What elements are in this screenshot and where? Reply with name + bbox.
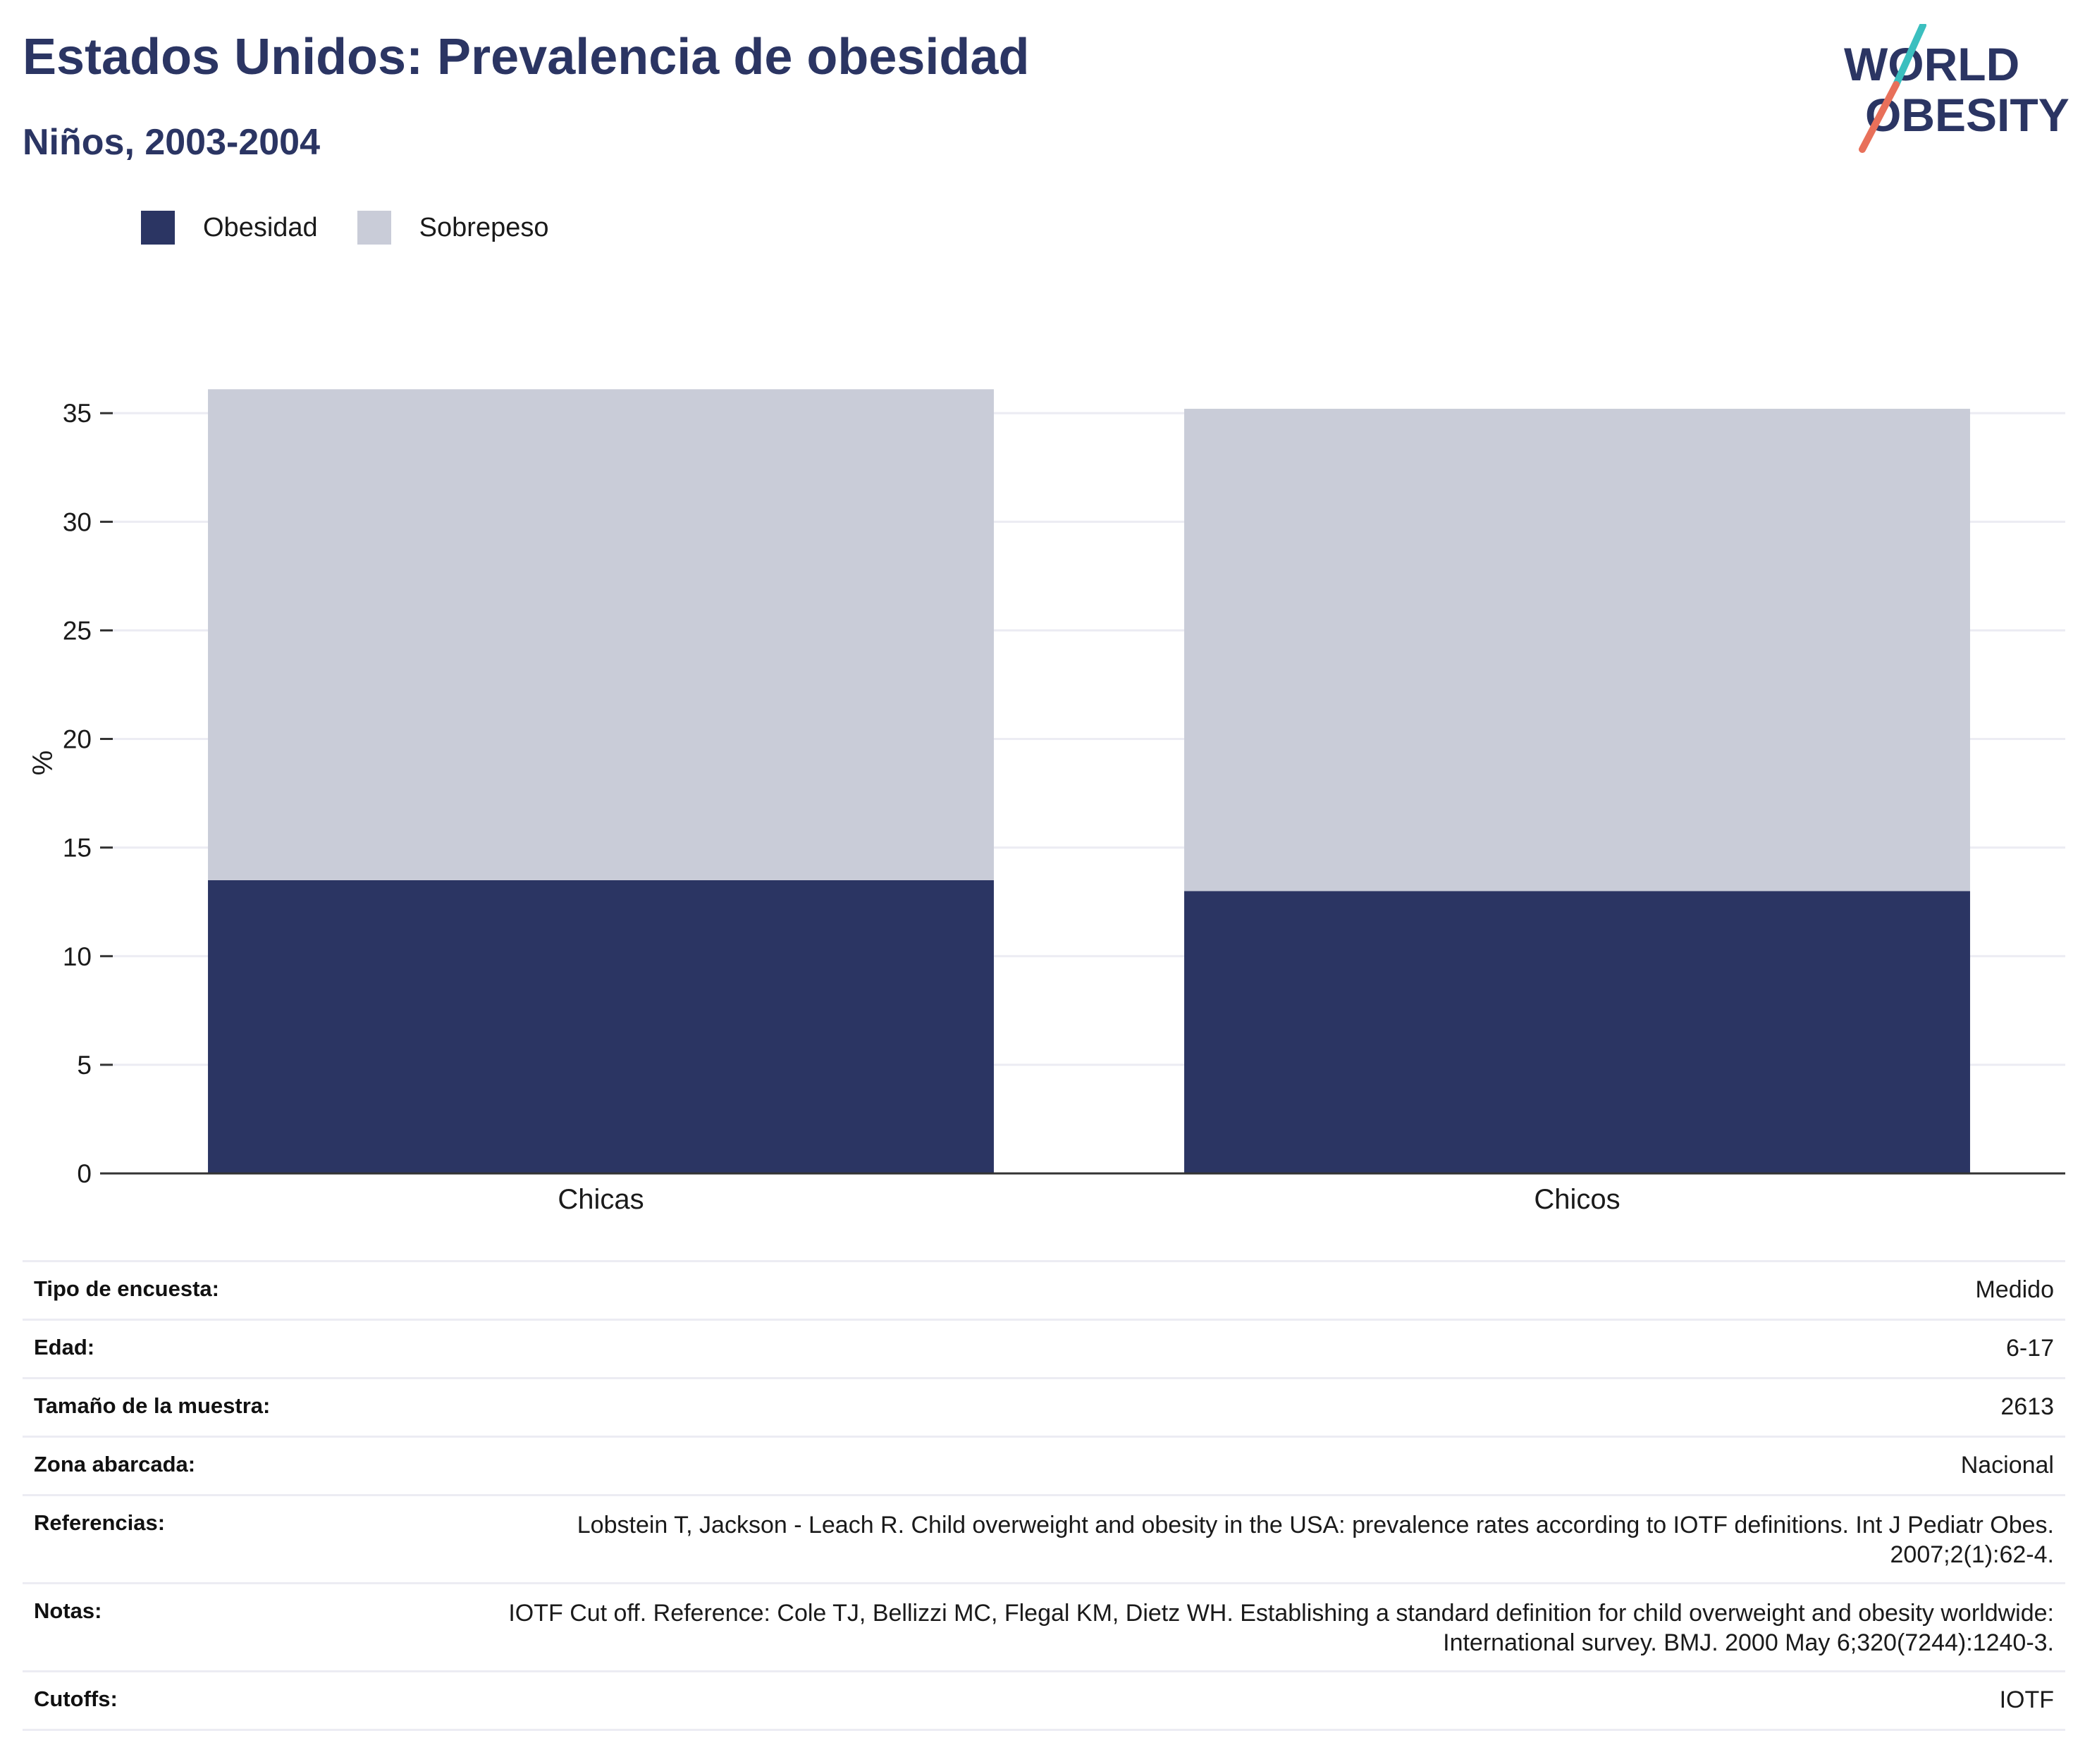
info-label: Zona abarcada:	[34, 1452, 196, 1476]
info-value: 6-17	[2005, 1335, 2054, 1362]
survey-info-table: Tipo de encuesta: Medido Edad: 6-17 Tamaño d…	[23, 1260, 2065, 1731]
info-row: Cutoffs: IOTF	[23, 1672, 2065, 1731]
x-tick-label: Chicos	[1534, 1184, 1620, 1215]
y-tick-label: 15	[63, 834, 92, 863]
chart-subtitle: Niños, 2003-2004	[23, 122, 321, 163]
logo-line-2: OBESITY	[1865, 89, 2069, 141]
info-row: Referencias: Lobstein T, Jackson - Leach …	[23, 1496, 2065, 1584]
info-label: Tipo de encuesta:	[34, 1276, 219, 1301]
info-label: Cutoffs:	[34, 1686, 118, 1711]
legend-swatch-obesidad	[141, 211, 175, 245]
legend-label-obesidad: Obesidad	[203, 212, 318, 242]
y-tick-label: 0	[77, 1159, 92, 1188]
y-axis-label: %	[27, 751, 59, 776]
y-tick-label: 30	[63, 507, 92, 536]
logo-slash-bottom	[1859, 81, 1900, 153]
info-row: Edad: 6-17	[23, 1321, 2065, 1379]
info-value: Nacional	[1960, 1452, 2054, 1479]
bar-obesidad-chicos	[1184, 891, 1970, 1173]
logo-line-1: WORLD	[1844, 38, 2019, 90]
stacked-bar-chart: 0 5 10 15 20 25 30 35% Chicas Chicos	[27, 389, 2065, 1215]
bar-sobrepeso-chicos	[1184, 409, 1970, 892]
info-label: Referencias:	[34, 1510, 166, 1535]
info-label: Edad:	[34, 1335, 95, 1359]
legend-item-obesidad[interactable]: Obesidad	[141, 211, 318, 245]
world-obesity-logo: WORLD OBESITY	[1844, 24, 2069, 153]
info-value: IOTF Cut off. Reference: Cole TJ, Belliz…	[508, 1600, 2054, 1656]
chart-legend: Obesidad Sobrepeso	[141, 208, 588, 247]
info-label: Notas:	[34, 1598, 102, 1623]
bar-sobrepeso-chicas	[208, 389, 994, 880]
y-tick-label: 20	[63, 725, 92, 754]
x-tick-label: Chicas	[558, 1184, 644, 1215]
info-label: Tamaño de la muestra:	[34, 1393, 271, 1418]
y-tick-label: 25	[63, 616, 92, 645]
y-tick-label: 35	[63, 399, 92, 428]
info-row: Notas: IOTF Cut off. Reference: Cole TJ, …	[23, 1584, 2065, 1672]
info-row: Zona abarcada: Nacional	[23, 1438, 2065, 1496]
legend-swatch-sobrepeso	[357, 211, 391, 245]
info-value: Medido	[1975, 1276, 2054, 1303]
legend-label-sobrepeso: Sobrepeso	[419, 212, 549, 242]
info-value: Lobstein T, Jackson - Leach R. Child ove…	[577, 1512, 2054, 1568]
y-tick-label: 10	[63, 942, 92, 971]
info-value: IOTF	[1999, 1686, 2054, 1713]
legend-item-sobrepeso[interactable]: Sobrepeso	[357, 211, 549, 245]
info-row: Tipo de encuesta: Medido	[23, 1262, 2065, 1321]
y-tick-label: 5	[77, 1051, 92, 1080]
info-row: Tamaño de la muestra: 2613	[23, 1379, 2065, 1438]
bar-obesidad-chicas	[208, 880, 994, 1173]
info-value: 2613	[2000, 1393, 2054, 1420]
chart-title: Estados Unidos: Prevalencia de obesidad	[23, 29, 1030, 85]
logo-slash-top	[1893, 24, 1926, 88]
